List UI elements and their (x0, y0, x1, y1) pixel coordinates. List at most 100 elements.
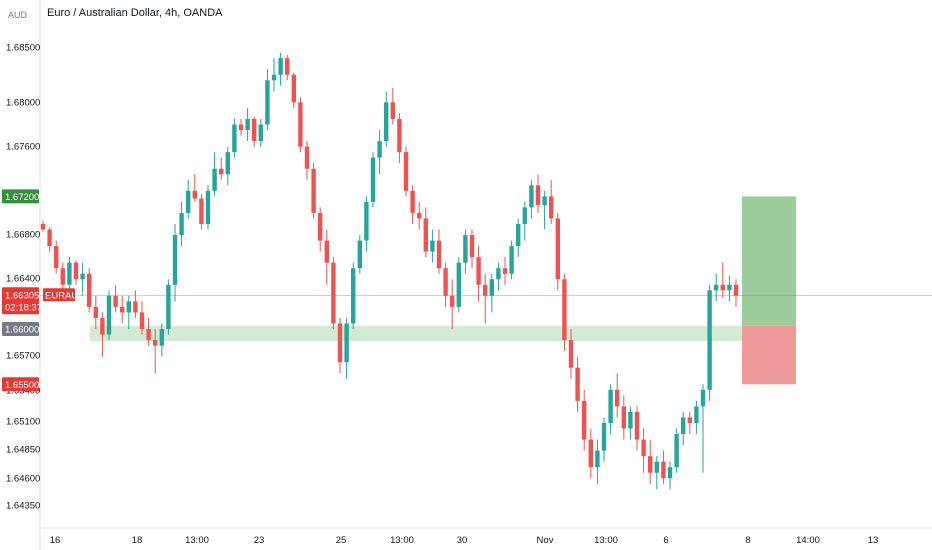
candle-body (535, 185, 541, 206)
candle-body (324, 240, 329, 263)
candle-body (417, 212, 422, 219)
candle-body (245, 118, 250, 131)
candle-body (502, 268, 508, 274)
candle-body (397, 118, 402, 153)
candle-body (720, 284, 725, 291)
candle-body (285, 58, 290, 75)
symbol-tag-bg (43, 288, 75, 302)
candle-body (298, 102, 303, 147)
take-profit-zone (742, 196, 796, 326)
candle-body (674, 434, 679, 468)
y-tick-label: 1.68500 (6, 43, 40, 54)
candle-body (67, 262, 72, 285)
candle-body (87, 273, 92, 307)
candle-body (575, 367, 580, 401)
candle-body (568, 340, 574, 368)
x-tick-label: 13 (868, 535, 879, 546)
price-axis-bg (0, 0, 40, 550)
candle-body (331, 262, 336, 324)
candle-body (153, 340, 158, 346)
candle-body (562, 279, 567, 341)
candle-body (727, 284, 732, 291)
price-tag-value: 1.66305 (5, 290, 39, 301)
candle-body (667, 467, 673, 479)
candle-body (199, 198, 204, 224)
candle-body (496, 268, 501, 280)
candle-body (615, 389, 620, 407)
price-tag-bg (2, 377, 39, 392)
candle-body (219, 168, 224, 175)
candle-body (60, 268, 65, 285)
candle-body (186, 190, 191, 213)
y-tick-label: 1.64350 (6, 501, 40, 512)
candle-body (126, 301, 131, 313)
price-tag-countdown: 02:18:37 (5, 302, 42, 313)
price-tag-bg (2, 189, 39, 204)
candle-body (179, 212, 184, 236)
candle-body (120, 306, 125, 313)
candle-body (694, 406, 699, 423)
candle-body (595, 450, 600, 468)
candle-body (377, 141, 382, 158)
candle-body (100, 317, 105, 335)
price-tag-value: 1.67200 (5, 192, 39, 203)
candle-body (542, 196, 547, 206)
x-tick-label: 18 (132, 535, 143, 546)
candle-body (476, 257, 481, 285)
candle-body (456, 262, 461, 307)
candle-body (238, 124, 244, 131)
candle-body (483, 284, 488, 296)
candle-body (159, 329, 164, 346)
candle-body (522, 207, 527, 224)
candle-body (337, 323, 343, 363)
candle-body (93, 306, 98, 318)
candle-body (212, 168, 217, 191)
y-tick-label: 1.65100 (6, 417, 40, 428)
candle-body (403, 152, 409, 191)
price-tag-bg (2, 287, 39, 315)
x-tick-label: 13:00 (185, 535, 209, 546)
candle-body (278, 58, 283, 75)
candle-body (582, 400, 587, 440)
y-tick-label: 1.66800 (6, 230, 40, 241)
candle-body (430, 240, 435, 252)
price-tag-level: 1.66000 (2, 322, 39, 337)
price-tag-take_profit: 1.67200 (2, 189, 39, 204)
candle-body (410, 190, 415, 213)
candle-body (271, 74, 277, 81)
candle-body (700, 389, 706, 407)
candle-body (146, 329, 151, 341)
stop-loss-zone (742, 325, 796, 385)
candle-body (40, 223, 46, 230)
y-tick-label: 1.65700 (6, 351, 40, 362)
candle-body (443, 268, 448, 296)
candle-body (529, 185, 534, 208)
candle-body (252, 118, 257, 142)
y-tick-label: 1.64600 (6, 474, 40, 485)
candle-body (469, 235, 475, 258)
y-tick-label: 1.64850 (6, 445, 40, 456)
price-tag-value: 1.66000 (5, 325, 39, 336)
y-tick-label: 1.67600 (6, 142, 40, 153)
candle-body (357, 240, 362, 269)
x-tick-label: 13:00 (390, 535, 414, 546)
support-zone (90, 325, 742, 342)
x-tick-label: 16 (50, 535, 61, 546)
candle-body (133, 301, 138, 313)
candle-body (351, 268, 356, 324)
x-tick-label: 14:00 (796, 535, 820, 546)
candle-body (714, 284, 719, 291)
candle-body (225, 152, 230, 175)
candle-body (311, 168, 316, 213)
candle-body (113, 295, 118, 307)
currency-label: AUD (8, 10, 28, 20)
candle-body (73, 262, 79, 280)
candle-body (601, 422, 607, 451)
candle-body (370, 157, 376, 202)
candle-body (364, 201, 369, 241)
y-tick-label: 1.68000 (6, 98, 40, 109)
candle-body (641, 439, 646, 457)
x-tick-label: 13:00 (594, 535, 618, 546)
